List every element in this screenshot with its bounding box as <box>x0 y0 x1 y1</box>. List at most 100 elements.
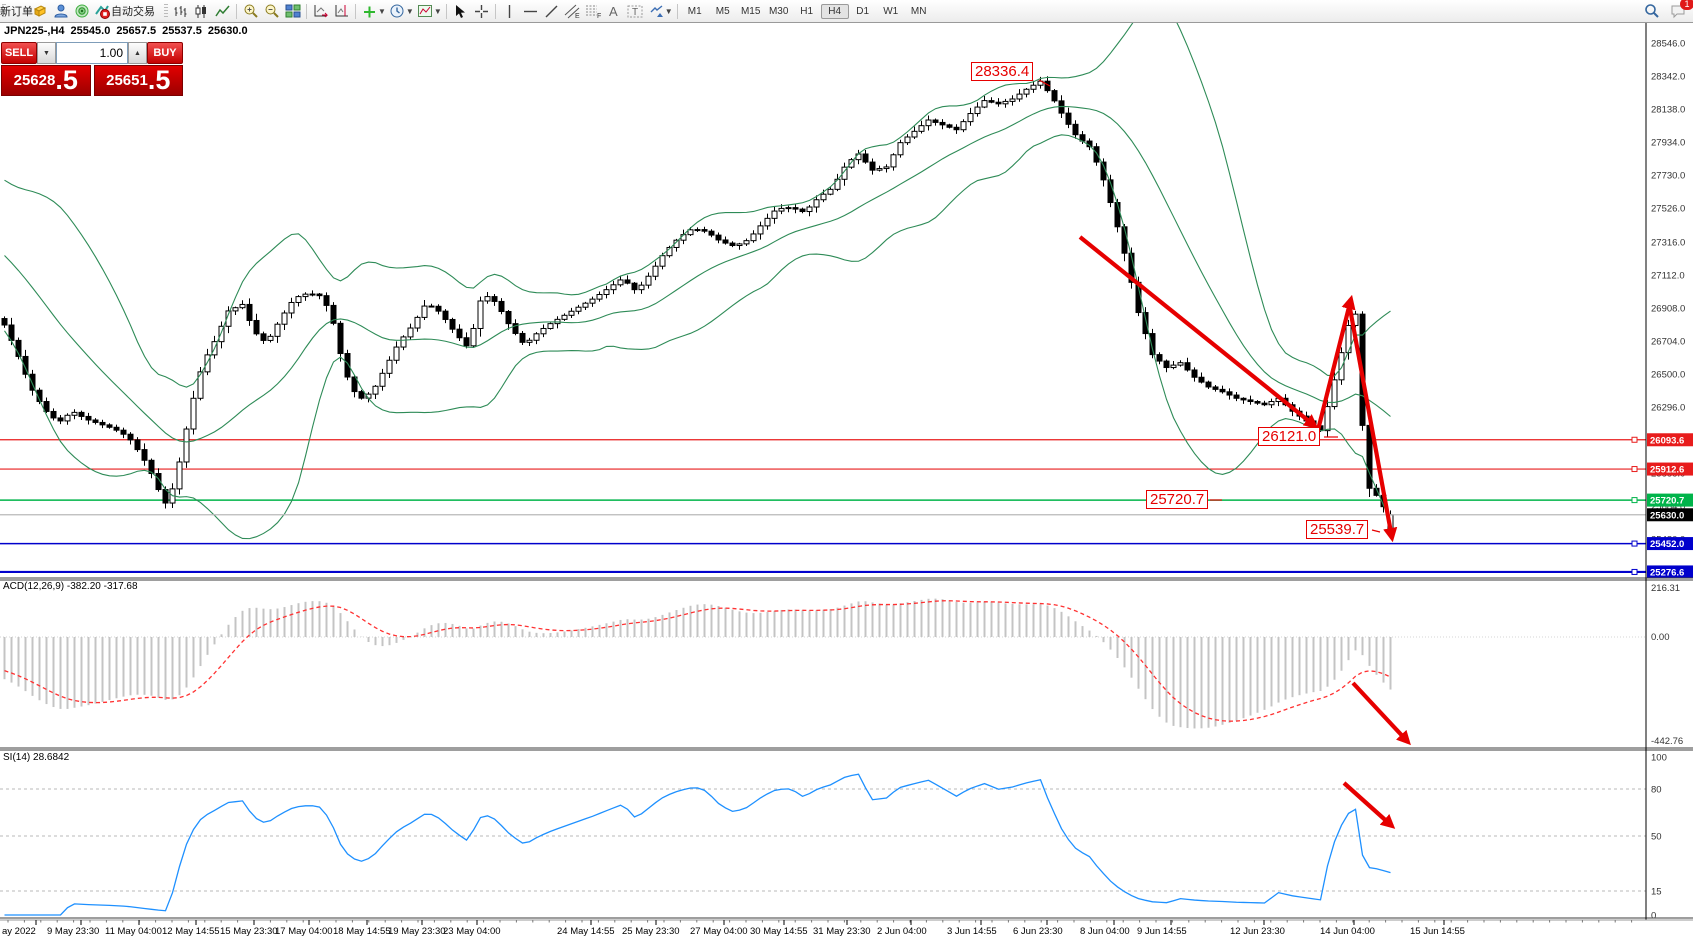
svg-text:12 Jun 23:30: 12 Jun 23:30 <box>1230 926 1285 937</box>
svg-text:14 Jun 04:00: 14 Jun 04:00 <box>1320 926 1375 937</box>
svg-text:31 May 23:30: 31 May 23:30 <box>813 926 871 937</box>
svg-text:27730.0: 27730.0 <box>1651 171 1685 182</box>
buy-price-frac: .5 <box>147 65 171 95</box>
shapes-dropdown-caret[interactable]: ▼ <box>664 6 673 16</box>
new-order-button[interactable]: 新订单 <box>0 2 33 21</box>
zoom-in-button[interactable] <box>240 2 261 21</box>
svg-text:25684.0: 25684.0 <box>1651 502 1685 513</box>
svg-text:30 May 14:55: 30 May 14:55 <box>750 926 808 937</box>
period-button-m1[interactable]: M1 <box>687 5 702 17</box>
svg-text:100: 100 <box>1651 753 1667 764</box>
auto-scroll-button[interactable] <box>310 2 331 21</box>
timeframes-dropdown-caret[interactable]: ▼ <box>405 6 414 16</box>
tile-windows-button[interactable] <box>282 2 303 21</box>
buy-button[interactable]: BUY <box>147 42 183 64</box>
close-value: 25630.0 <box>207 25 248 37</box>
price-annotation-25720.7[interactable]: 25720.7 <box>1146 490 1209 509</box>
price-annotation-26121.0[interactable]: 26121.0 <box>1258 427 1321 446</box>
equidistant-channel-button[interactable]: E <box>562 2 583 21</box>
svg-text:15 Jun 14:55: 15 Jun 14:55 <box>1410 926 1465 937</box>
period-button-mn[interactable]: MN <box>910 5 927 17</box>
sell-price-frac: .5 <box>55 65 78 95</box>
period-button-h4[interactable]: H4 <box>820 3 849 19</box>
svg-text:26093.6: 26093.6 <box>1650 435 1684 446</box>
horizontal-line-button[interactable] <box>520 2 541 21</box>
line-chart-button[interactable] <box>212 2 233 21</box>
signals-icon <box>75 4 88 18</box>
period-switcher: M1 M5 M15 M30 H1 H4 D1 W1 MN <box>681 3 933 19</box>
volume-input[interactable] <box>56 42 128 64</box>
timeframes-button[interactable] <box>387 2 408 21</box>
svg-text:T: T <box>632 7 638 18</box>
templates-dropdown-caret[interactable]: ▼ <box>433 6 442 16</box>
new-order-label: 新订单 <box>0 6 33 18</box>
autotrade-button[interactable]: 自动交易 <box>92 2 162 21</box>
shapes-button[interactable] <box>646 2 667 21</box>
fibonacci-icon: F <box>585 5 601 19</box>
line-chart-icon <box>215 5 230 16</box>
toolbar-grip[interactable] <box>164 4 168 18</box>
indicators-add-icon <box>364 6 375 17</box>
cursor-button[interactable] <box>450 2 471 21</box>
svg-text:27526.0: 27526.0 <box>1651 204 1685 215</box>
crosshair-icon <box>474 4 488 18</box>
indicators-button[interactable] <box>359 2 380 21</box>
toolbar-grip[interactable] <box>2 4 6 18</box>
chart-shift-button[interactable] <box>331 2 352 21</box>
svg-text:25912.6: 25912.6 <box>1650 465 1684 476</box>
indicators-dropdown-caret[interactable]: ▼ <box>378 6 386 16</box>
zoom-out-button[interactable] <box>261 2 282 21</box>
price-annotation-25539.7[interactable]: 25539.7 <box>1306 520 1369 539</box>
vertical-line-button[interactable] <box>499 2 520 21</box>
autotrade-label: 自动交易 <box>111 6 155 18</box>
templates-button[interactable] <box>415 2 436 21</box>
svg-text:23 May 04:00: 23 May 04:00 <box>443 926 501 937</box>
auto-scroll-icon <box>314 5 328 18</box>
period-button-w1[interactable]: W1 <box>883 5 899 17</box>
search-button[interactable] <box>1641 2 1662 21</box>
candle-chart-icon <box>195 4 206 18</box>
chat-button[interactable]: 1 <box>1668 0 1693 21</box>
autotrade-icon <box>95 5 110 19</box>
period-button-m30[interactable]: M30 <box>768 5 789 17</box>
fibonacci-button[interactable]: F <box>583 2 604 21</box>
market-button[interactable] <box>29 2 50 21</box>
text-label-button[interactable]: T <box>625 2 646 21</box>
text-button[interactable]: A <box>604 2 625 21</box>
signals-button[interactable] <box>71 2 92 21</box>
price-annotation-28336.4[interactable]: 28336.4 <box>971 62 1034 81</box>
svg-text:28138.0: 28138.0 <box>1651 105 1685 116</box>
svg-text:26296.0: 26296.0 <box>1651 403 1685 414</box>
svg-text:25452.0: 25452.0 <box>1650 539 1684 550</box>
low-value: 25537.5 <box>162 25 202 37</box>
sell-price-int: 25628 <box>13 72 56 89</box>
svg-text:E: E <box>575 13 580 19</box>
high-value: 25657.5 <box>116 25 157 37</box>
equidistant-channel-icon: E <box>564 4 580 19</box>
sell-price-box[interactable]: 25628 .5 <box>1 65 91 96</box>
svg-text:27 May 04:00: 27 May 04:00 <box>690 926 748 937</box>
period-button-h1[interactable]: H1 <box>800 5 814 17</box>
community-button[interactable] <box>50 2 71 21</box>
crosshair-button[interactable] <box>471 2 492 21</box>
sell-button[interactable]: SELL <box>1 42 37 64</box>
period-button-m5[interactable]: M5 <box>715 5 730 17</box>
buy-price-int: 25651 <box>106 72 148 89</box>
svg-text:27112.0: 27112.0 <box>1651 271 1685 282</box>
bar-chart-button[interactable] <box>170 2 191 21</box>
svg-text:9 May 23:30: 9 May 23:30 <box>47 926 99 937</box>
volume-increase-button[interactable]: ▲ <box>128 42 147 64</box>
chart-shift-icon <box>335 5 348 17</box>
buy-price-box[interactable]: 25651 .5 <box>93 65 183 96</box>
period-button-d1[interactable]: D1 <box>856 5 870 17</box>
svg-text:15 May 23:30: 15 May 23:30 <box>220 926 278 937</box>
svg-text:25 May 23:30: 25 May 23:30 <box>622 926 680 937</box>
text-icon: A <box>609 4 618 19</box>
volume-decrease-button[interactable]: ▼ <box>37 42 56 64</box>
bar-chart-icon <box>174 5 187 17</box>
period-button-m15[interactable]: M15 <box>740 5 761 17</box>
trendline-button[interactable] <box>541 2 562 21</box>
candle-chart-button[interactable] <box>191 2 212 21</box>
